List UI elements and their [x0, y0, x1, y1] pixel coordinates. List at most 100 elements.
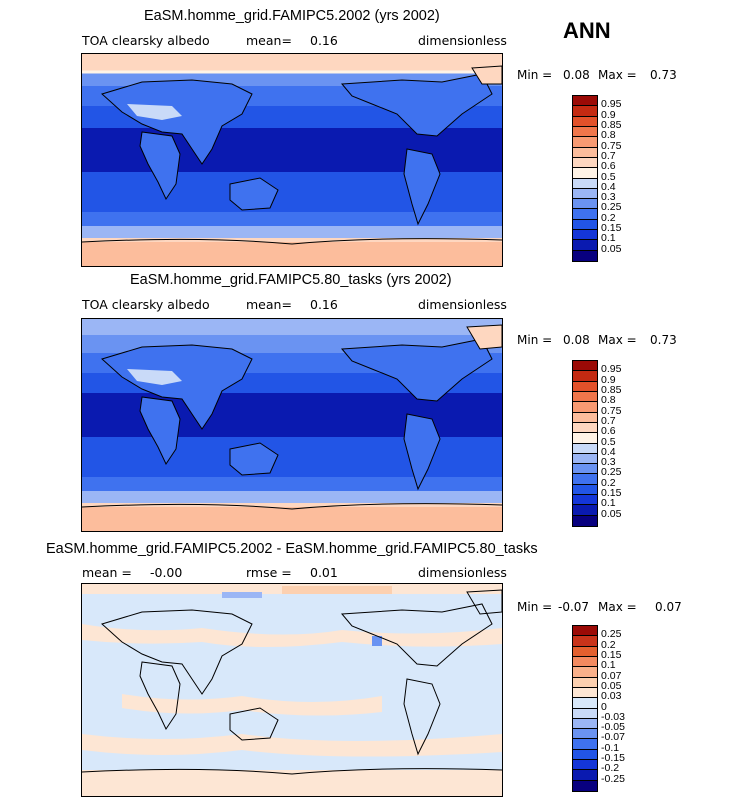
colorbar-swatch	[573, 698, 597, 709]
panel2-colorbar	[572, 360, 598, 527]
colorbar-swatch	[573, 495, 597, 506]
colorbar-swatch	[573, 443, 597, 454]
colorbar-tick-label: 0.05	[601, 507, 622, 520]
colorbar-swatch	[573, 422, 597, 434]
colorbar-swatch	[573, 708, 597, 719]
panel3-min-label: Min =	[517, 600, 553, 614]
panel3-units: dimensionless	[418, 565, 507, 580]
colorbar-swatch	[573, 780, 597, 791]
colorbar-tick-label: 0.07	[601, 669, 622, 682]
colorbar-swatch	[573, 505, 597, 516]
colorbar-tick-label: 0.1	[601, 497, 616, 510]
colorbar-swatch	[573, 178, 597, 189]
colorbar-tick-label: 0.05	[601, 679, 622, 692]
colorbar-swatch	[573, 412, 597, 423]
panel3-map-svg	[82, 584, 502, 796]
colorbar-swatch	[573, 137, 597, 148]
panel1-max-label: Max =	[598, 68, 637, 82]
colorbar-swatch	[573, 250, 597, 261]
colorbar-tick-label: -0.03	[601, 710, 625, 723]
panel1-min-label: Min =	[517, 68, 553, 82]
colorbar-swatch	[573, 687, 597, 699]
colorbar-tick-label: 0	[601, 700, 607, 713]
colorbar-tick-label: 0.9	[601, 373, 616, 386]
colorbar-tick-label: -0.2	[601, 762, 620, 775]
colorbar-tick-label: -0.1	[601, 741, 620, 754]
colorbar-swatch	[573, 646, 597, 657]
panel1-mean-value: 0.16	[310, 33, 338, 48]
colorbar-swatch	[573, 147, 597, 158]
panel1-map-svg	[82, 54, 502, 266]
panel3-colorbar	[572, 625, 598, 792]
panel1-variable: TOA clearsky albedo	[82, 33, 210, 48]
colorbar-tick-label: 0.6	[601, 425, 616, 438]
panel2-map	[81, 318, 503, 532]
panel3-title: EaSM.homme_grid.FAMIPC5.2002 - EaSM.homm…	[46, 541, 538, 557]
colorbar-swatch	[573, 677, 597, 688]
colorbar-swatch	[573, 453, 597, 465]
colorbar-swatch	[573, 626, 597, 637]
panel1-title: EaSM.homme_grid.FAMIPC5.2002 (yrs 2002)	[144, 8, 440, 24]
colorbar-tick-label: -0.25	[601, 772, 625, 785]
panel2-mean-label: mean=	[246, 297, 292, 312]
colorbar-tick-label: 0.03	[601, 690, 622, 703]
panel1-min-value: 0.08	[563, 68, 590, 82]
panel2-units: dimensionless	[418, 297, 507, 312]
colorbar-tick-label: -0.05	[601, 721, 625, 734]
colorbar-tick-label: 0.25	[601, 201, 622, 214]
colorbar-swatch	[573, 739, 597, 750]
colorbar-tick-label: 0.05	[601, 242, 622, 255]
colorbar-tick-label: 0.25	[601, 466, 622, 479]
panel2-variable: TOA clearsky albedo	[82, 297, 210, 312]
colorbar-swatch	[573, 219, 597, 231]
colorbar-tick-label: 0.5	[601, 435, 616, 448]
colorbar-swatch	[573, 515, 597, 526]
colorbar-swatch	[573, 116, 597, 127]
panel3-mean-label: mean =	[82, 565, 132, 580]
panel3-mean-value: -0.00	[150, 565, 183, 580]
panel2-min-label: Min =	[517, 333, 553, 347]
colorbar-tick-label: 0.9	[601, 108, 616, 121]
colorbar-swatch	[573, 126, 597, 138]
colorbar-tick-label: -0.15	[601, 752, 625, 765]
colorbar-swatch	[573, 749, 597, 761]
panel3-colorbar-ticks: 0.25 0.2 0.15 0.1 0.07 0.05 0.03 0 -0.03 -0.05 -0.…	[601, 625, 641, 792]
colorbar-swatch	[573, 199, 597, 210]
colorbar-swatch	[573, 464, 597, 475]
colorbar-tick-label: 0.8	[601, 129, 616, 142]
colorbar-swatch	[573, 667, 597, 678]
colorbar-swatch	[573, 718, 597, 730]
colorbar-swatch	[573, 361, 597, 372]
colorbar-swatch	[573, 484, 597, 496]
panel3-max-value: 0.07	[655, 600, 682, 614]
colorbar-tick-label: 0.15	[601, 648, 622, 661]
panel2-min-value: 0.08	[563, 333, 590, 347]
panel1-colorbar-ticks: 0.95 0.9 0.85 0.8 0.75 0.7 0.6 0.5 0.4 0.3 0.25 0.2…	[601, 95, 641, 262]
panel2-colorbar-ticks: 0.95 0.9 0.85 0.8 0.75 0.7 0.6 0.5 0.4 0.3 0.25 0.2…	[601, 360, 641, 527]
colorbar-tick-label: 0.2	[601, 476, 616, 489]
panel3-rmse-value: 0.01	[310, 565, 338, 580]
colorbar-swatch	[573, 106, 597, 117]
colorbar-tick-label: 0.6	[601, 160, 616, 173]
colorbar-tick-label: 0.95	[601, 363, 622, 376]
panel2-title: EaSM.homme_grid.FAMIPC5.80_tasks (yrs 20…	[130, 272, 452, 288]
colorbar-tick-label: 0.15	[601, 222, 622, 235]
colorbar-swatch	[573, 770, 597, 781]
panel2-map-svg	[82, 319, 502, 531]
colorbar-tick-label: 0.1	[601, 232, 616, 245]
panel2-max-label: Max =	[598, 333, 637, 347]
colorbar-swatch	[573, 230, 597, 241]
colorbar-swatch	[573, 96, 597, 107]
colorbar-tick-label: 0.4	[601, 180, 616, 193]
colorbar-tick-label: 0.85	[601, 383, 622, 396]
colorbar-swatch	[573, 240, 597, 251]
panel3-min-value: -0.07	[558, 600, 590, 614]
panel3-map	[81, 583, 503, 797]
panel1-colorbar	[572, 95, 598, 262]
colorbar-swatch	[573, 188, 597, 200]
colorbar-swatch	[573, 157, 597, 169]
colorbar-swatch	[573, 656, 597, 668]
panel2-mean-value: 0.16	[310, 297, 338, 312]
panel3-max-label: Max =	[598, 600, 637, 614]
colorbar-swatch	[573, 636, 597, 647]
